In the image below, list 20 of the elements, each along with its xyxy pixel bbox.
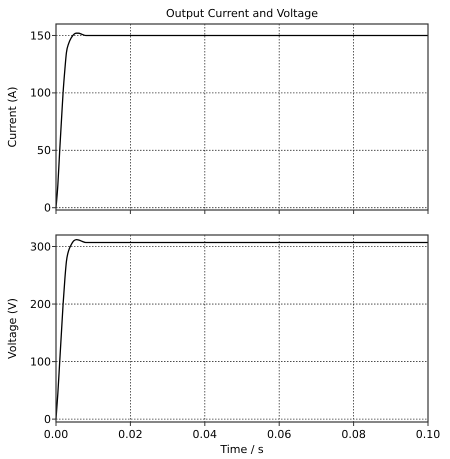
y-tick-label: 300 <box>30 240 51 254</box>
y-axis-title: Voltage (V) <box>6 298 19 359</box>
y-tick-label: 100 <box>30 355 51 368</box>
y-tick-label: 200 <box>30 298 51 311</box>
y-tick-label: 150 <box>30 29 51 42</box>
chart-title: Output Current and Voltage <box>166 7 318 20</box>
x-tick-label: 0.02 <box>118 428 143 441</box>
y-tick-label: 0 <box>44 412 51 426</box>
x-tick-label: 0.10 <box>416 428 440 441</box>
x-tick-label: 0.08 <box>341 428 366 441</box>
x-axis-title: Time / s <box>219 443 264 456</box>
y-tick-label: 100 <box>30 86 51 100</box>
line-series <box>55 32 429 208</box>
x-tick-label: 0.00 <box>44 428 68 441</box>
y-tick-label: 50 <box>37 144 51 158</box>
line-series <box>55 238 429 420</box>
y-axis-title: Current (A) <box>6 86 19 148</box>
x-tick-label: 0.06 <box>266 428 292 441</box>
x-tick-label: 0.04 <box>192 428 218 441</box>
y-tick-label: 0 <box>44 202 51 215</box>
